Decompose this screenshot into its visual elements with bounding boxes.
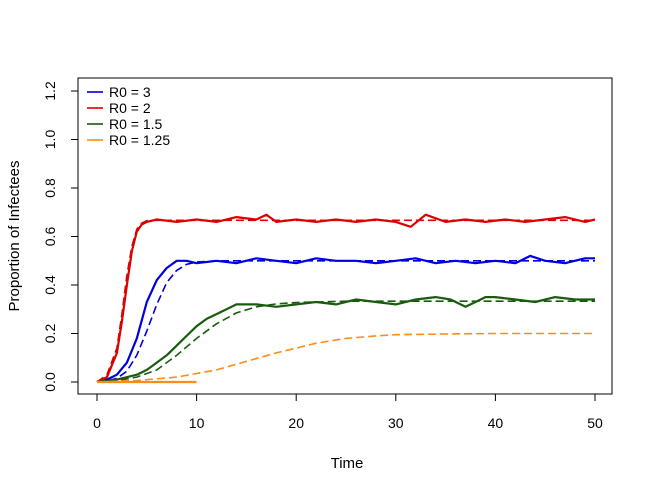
series-line-stochastic-1 [96, 213, 596, 383]
legend-label: R0 = 3 [109, 84, 151, 100]
series-line-deterministic-2 [96, 300, 595, 383]
x-tick-label: 20 [288, 415, 304, 431]
x-tick-label: 50 [587, 415, 603, 431]
legend-label: R0 = 1.5 [109, 116, 163, 132]
y-tick-label: 1.2 [42, 81, 58, 101]
series-line-stochastic-0 [96, 254, 595, 384]
x-axis-title: Time [331, 455, 364, 472]
legend-label: R0 = 2 [109, 100, 151, 116]
y-tick-label: 0.2 [42, 324, 58, 344]
x-tick-label: 10 [189, 415, 205, 431]
x-tick-label: 30 [388, 415, 404, 431]
y-axis-title: Proportion of Infectees [6, 161, 23, 312]
y-tick-label: 0.8 [42, 178, 58, 198]
x-tick-label: 40 [488, 415, 504, 431]
x-tick-label: 0 [93, 415, 101, 431]
y-tick-label: 0.6 [42, 227, 58, 247]
series-line-deterministic-0 [96, 259, 595, 383]
legend-label: R0 = 1.25 [109, 132, 170, 148]
y-tick-label: 1.0 [42, 130, 58, 150]
series-line-deterministic-3 [96, 332, 595, 383]
plot-lines [96, 213, 596, 384]
legend: R0 = 3R0 = 2R0 = 1.5R0 = 1.25 [87, 84, 170, 148]
x-axis: 0 10 20 30 40 50 [93, 393, 603, 431]
series-line-stochastic-2 [96, 296, 595, 384]
y-axis: 0.0 0.2 0.4 0.6 0.8 1.0 1.2 [42, 81, 79, 392]
y-tick-label: 0.0 [42, 372, 58, 392]
y-tick-label: 0.4 [42, 275, 58, 295]
